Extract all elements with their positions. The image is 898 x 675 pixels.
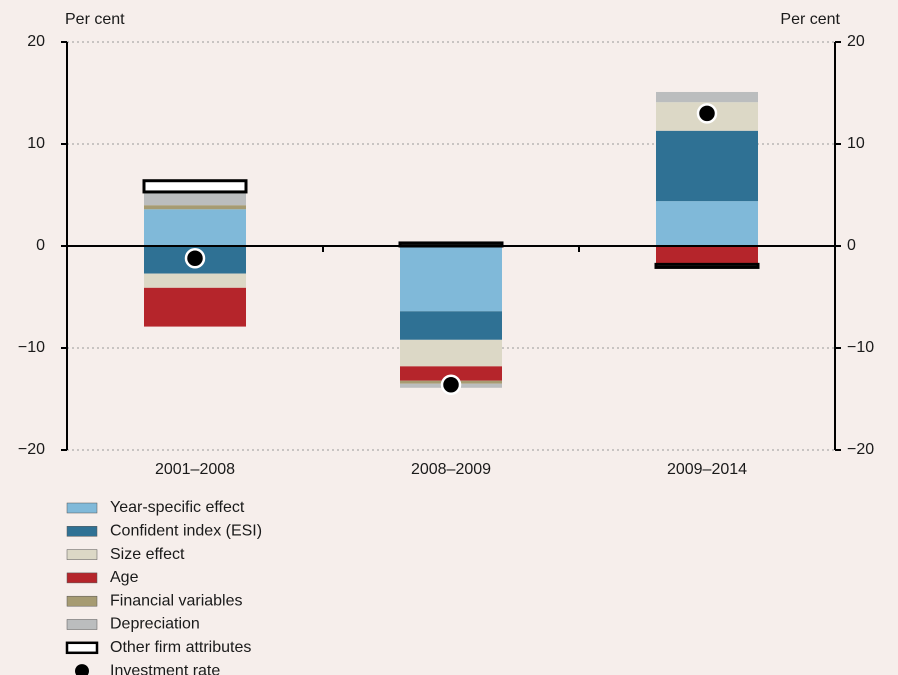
- y-tick-label: −10: [18, 339, 45, 356]
- y-axis-label: Per cent: [65, 11, 125, 28]
- bar-segment: [144, 209, 246, 246]
- y2-tick-label: −10: [847, 339, 874, 356]
- bar-segment: [400, 339, 502, 367]
- bar-segment: [400, 366, 502, 381]
- legend-label: Confident index (ESI): [110, 523, 262, 540]
- y-tick-label: 20: [27, 33, 45, 50]
- bar-segment: [656, 130, 758, 202]
- dot: [696, 103, 718, 124]
- x-tick-label: 2009–2014: [667, 461, 747, 478]
- x-tick-label: 2001–2008: [155, 461, 235, 478]
- bar-segment: [656, 246, 758, 265]
- legend-swatch: [66, 502, 98, 514]
- y2-tick-label: 20: [847, 33, 865, 50]
- legend-swatch: [66, 595, 98, 607]
- bar-segment: [656, 91, 758, 103]
- legend-label: Depreciation: [110, 616, 200, 633]
- legend-swatch: [66, 526, 98, 537]
- y2-tick-label: −20: [847, 441, 874, 458]
- legend-label: Year-specific effect: [110, 499, 245, 516]
- legend-swatch: [75, 664, 89, 675]
- legend-label: Size effect: [110, 546, 185, 563]
- bar-segment: [400, 246, 502, 312]
- bar-segment: [144, 273, 246, 288]
- bar-segment: [144, 205, 246, 210]
- bar-segment: [144, 287, 246, 327]
- legend-swatch: [66, 549, 98, 560]
- legend-label: Financial variables: [110, 592, 243, 609]
- dot: [184, 247, 206, 269]
- legend-label: Investment rate: [110, 662, 220, 675]
- y-tick-label: 0: [36, 237, 45, 254]
- bar-segment: [142, 179, 248, 194]
- y2-axis-label: Per cent: [780, 11, 840, 28]
- bar-segment: [656, 201, 758, 246]
- legend-label: Age: [110, 569, 139, 586]
- legend-label: Other firm attributes: [110, 639, 251, 656]
- legend-swatch: [65, 641, 99, 655]
- dot: [440, 374, 462, 395]
- y-tick-label: 10: [27, 135, 45, 152]
- x-tick-label: 2008–2009: [411, 461, 491, 478]
- bar-segment: [144, 191, 246, 206]
- bar-segment: [654, 262, 760, 269]
- bar-segment: [400, 311, 502, 340]
- y2-tick-label: 0: [847, 237, 856, 254]
- legend-swatch: [66, 619, 98, 630]
- legend-swatch: [66, 572, 98, 584]
- y-tick-label: −20: [18, 441, 45, 458]
- y2-tick-label: 10: [847, 135, 865, 152]
